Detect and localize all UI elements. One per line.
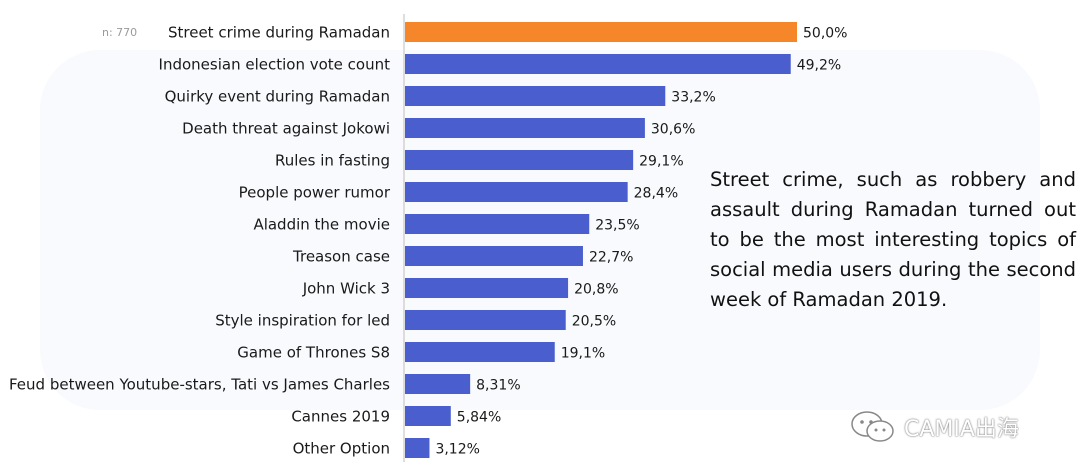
value-label-8: 20,8% [574, 282, 618, 298]
bar-1 [405, 54, 791, 74]
bar-5 [405, 182, 628, 202]
category-label-8: John Wick 3 [302, 280, 390, 298]
brand-name: CAMIA出海 [904, 417, 1019, 442]
value-label-13: 3,12% [435, 442, 479, 458]
category-label-6: Aladdin the movie [253, 216, 390, 234]
category-label-7: Treason case [292, 248, 390, 266]
value-label-4: 29,1% [639, 154, 683, 170]
brand-watermark: CAMIA出海 [850, 410, 1019, 444]
value-label-12: 5,84% [457, 410, 501, 426]
value-label-2: 33,2% [671, 90, 715, 106]
category-label-5: People power rumor [239, 184, 391, 202]
value-label-6: 23,5% [595, 218, 639, 234]
value-label-9: 20,5% [572, 314, 616, 330]
category-label-3: Death threat against Jokowi [182, 120, 390, 138]
category-label-4: Rules in fasting [275, 152, 390, 170]
category-label-11: Feud between Youtube-stars, Tati vs Jame… [9, 376, 390, 394]
bar-0 [405, 22, 797, 42]
bar-7 [405, 246, 583, 266]
bar-13 [405, 438, 430, 458]
value-label-3: 30,6% [651, 122, 695, 138]
bar-8 [405, 278, 569, 298]
value-label-11: 8,31% [476, 378, 520, 394]
bar-3 [405, 118, 645, 138]
sample-size-label: n: 770 [102, 26, 138, 39]
bar-10 [405, 342, 555, 362]
category-label-10: Game of Thrones S8 [237, 344, 390, 362]
bar-11 [405, 374, 471, 394]
bar-4 [405, 150, 634, 170]
value-label-1: 49,2% [797, 58, 841, 74]
value-label-5: 28,4% [634, 186, 678, 202]
value-label-7: 22,7% [589, 250, 633, 266]
category-label-2: Quirky event during Ramadan [165, 88, 390, 106]
category-label-0: Street crime during Ramadan [168, 24, 390, 42]
bar-9 [405, 310, 566, 330]
bar-6 [405, 214, 590, 234]
category-label-9: Style inspiration for led [215, 312, 390, 330]
bar-2 [405, 86, 666, 106]
category-label-12: Cannes 2019 [291, 408, 390, 426]
value-label-0: 50,0% [803, 26, 847, 42]
category-label-1: Indonesian election vote count [159, 56, 391, 74]
bar-12 [405, 406, 451, 426]
category-label-13: Other Option [293, 440, 390, 458]
annotation-text: Street crime, such as robbery and assaul… [710, 168, 1076, 311]
wechat-icon [850, 410, 896, 444]
value-label-10: 19,1% [561, 346, 605, 362]
